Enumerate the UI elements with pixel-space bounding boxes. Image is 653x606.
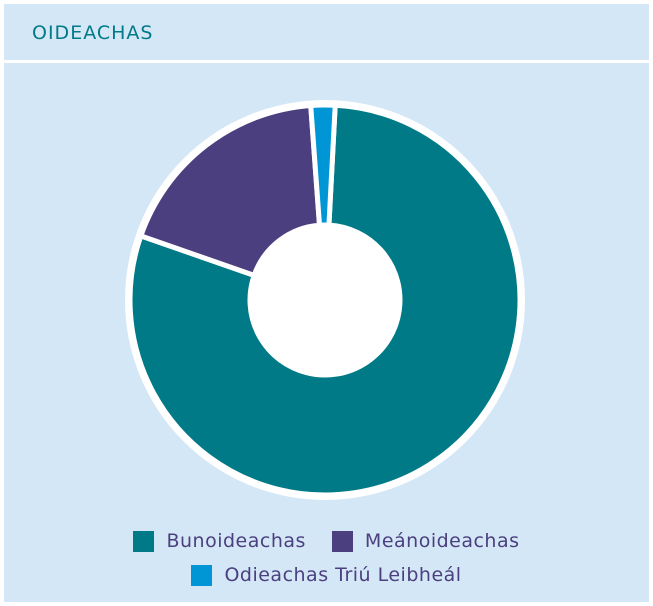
legend-swatch (191, 564, 213, 586)
legend: Odieachas Triú Leibheál (0, 564, 653, 586)
legend-item: Meánoideachas (331, 530, 520, 552)
chart-title: OIDEACHAS (32, 22, 154, 44)
legend-swatch (133, 530, 155, 552)
donut-segment (127, 102, 523, 498)
donut-segment (308, 102, 338, 228)
legend: Bunoideachas Meánoideachas (0, 530, 653, 552)
donut-segment (138, 103, 323, 278)
legend-label: Odieachas Triú Leibheál (224, 564, 462, 586)
legend-item: Odieachas Triú Leibheál (191, 564, 461, 586)
legend-label: Bunoideachas (166, 530, 306, 552)
legend-label: Meánoideachas (364, 530, 520, 552)
legend-swatch (331, 530, 353, 552)
header: OIDEACHAS (4, 4, 649, 63)
donut-hole (252, 227, 398, 373)
legend-item: Bunoideachas (133, 530, 305, 552)
